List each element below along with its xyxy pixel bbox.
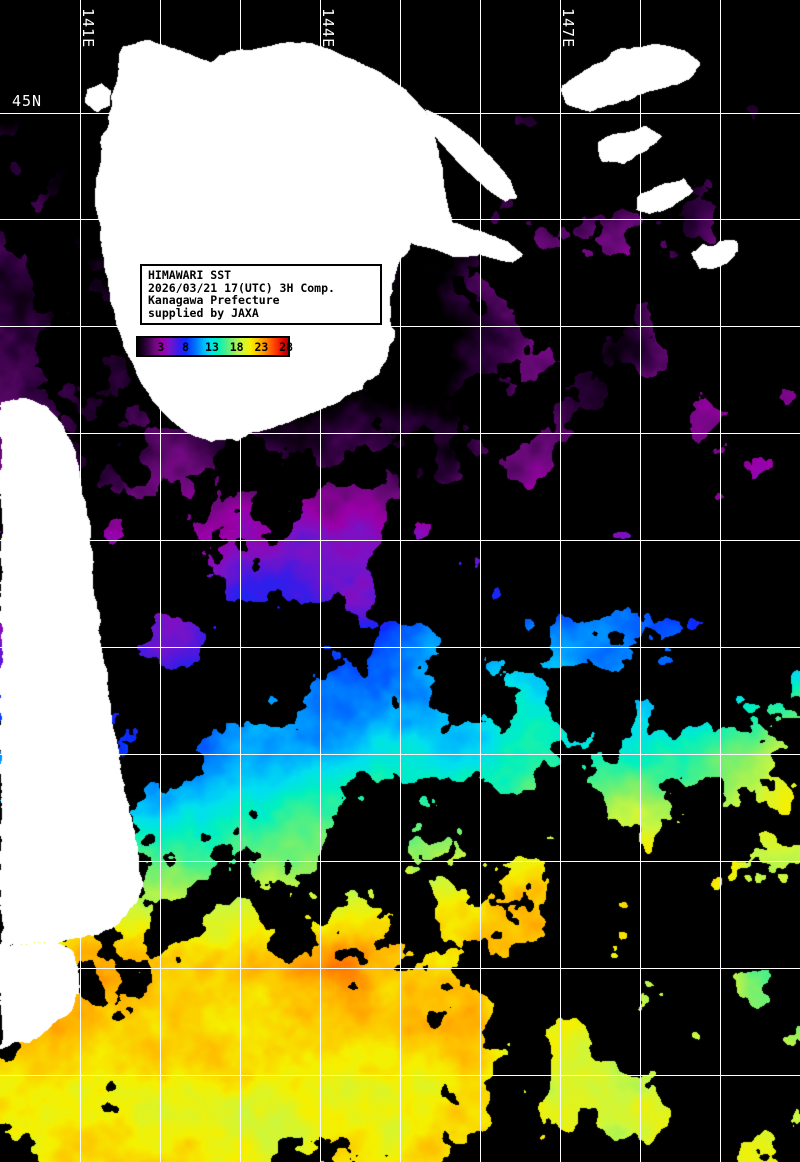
gridline-lon-6 bbox=[560, 0, 561, 1162]
lon-label-1: 144E bbox=[319, 8, 337, 49]
info-box: HIMAWARI SST 2026/03/21 17(UTC) 3H Comp.… bbox=[140, 264, 382, 326]
gridline-lon-2 bbox=[240, 0, 241, 1162]
colorbar-tick-23: 23 bbox=[254, 340, 269, 354]
gridline-lon-1 bbox=[160, 0, 161, 1162]
gridline-lon-0 bbox=[80, 0, 81, 1162]
lon-label-2: 147E bbox=[559, 8, 577, 49]
info-datetime-label: 2026/03/21 17(UTC) 3H Comp. bbox=[148, 280, 335, 295]
info-product-label: HIMAWARI SST bbox=[148, 268, 232, 282]
info-region-label: Kanagawa Prefecture bbox=[148, 293, 280, 308]
colorbar-tick-28: 28 bbox=[279, 340, 294, 354]
info-credit-label: supplied by JAXA bbox=[148, 305, 259, 320]
lon-label-0: 141E bbox=[79, 8, 97, 49]
colorbar: 3 8 13 18 23 28 bbox=[136, 336, 294, 357]
gridline-lon-8 bbox=[720, 0, 721, 1162]
colorbar-tick-13: 13 bbox=[205, 340, 219, 354]
gridline-lon-7 bbox=[640, 0, 641, 1162]
lat-label-0: 45N bbox=[12, 92, 43, 110]
colorbar-gradient bbox=[138, 338, 288, 355]
colorbar-tick-8: 8 bbox=[182, 340, 190, 354]
gridline-lon-4 bbox=[400, 0, 401, 1162]
colorbar-tick-18: 18 bbox=[229, 340, 244, 354]
gridline-lon-3 bbox=[320, 0, 321, 1162]
gridline-lon-5 bbox=[480, 0, 481, 1162]
colorbar-tick-3: 3 bbox=[157, 340, 165, 354]
